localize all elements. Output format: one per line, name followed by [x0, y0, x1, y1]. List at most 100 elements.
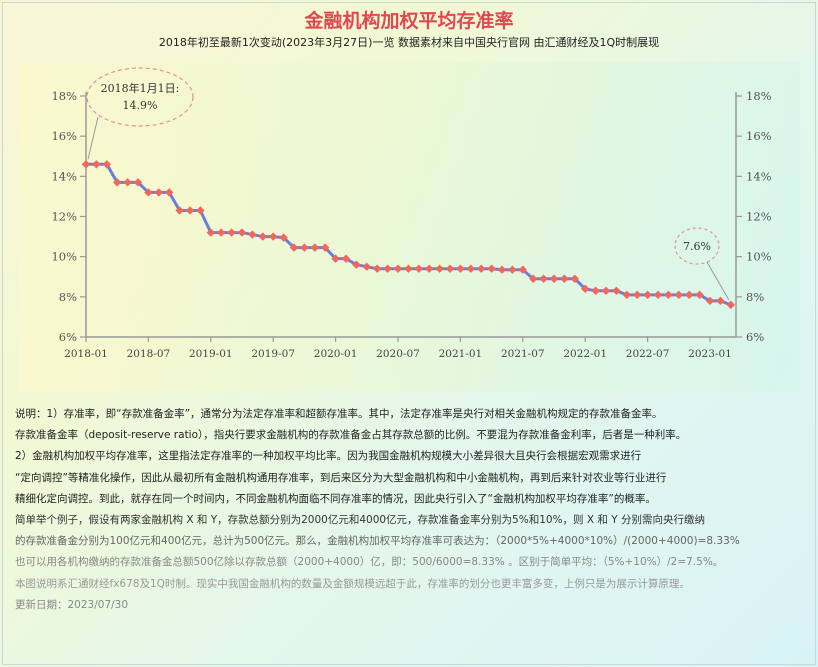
data-point: [196, 206, 205, 215]
data-point: [279, 233, 288, 242]
annotation-end-value: 7.6%: [683, 240, 711, 253]
annotation-start-date: 2018年1月1日:: [101, 81, 180, 95]
data-point: [331, 254, 340, 263]
data-point: [133, 178, 143, 187]
data-point: [102, 160, 111, 169]
data-point: [289, 243, 299, 252]
data-point: [248, 230, 257, 239]
x-tick-label: 2023-01: [688, 348, 732, 360]
chart-title: 金融机构加权平均存准率: [304, 10, 514, 32]
note-line: 简单举个例子，假设有两家金融机构 X 和 Y，存款总额分别为2000亿元和400…: [15, 514, 706, 527]
y-tick-label-left: 8%: [59, 290, 77, 304]
data-point: [445, 264, 455, 273]
annotation-ellipse-end: [674, 227, 720, 265]
data-point: [237, 228, 247, 237]
data-point: [456, 264, 465, 273]
x-tick-label: 2018-07: [127, 348, 171, 360]
data-point: [705, 296, 715, 306]
explanation-notes: 说明：1）存准率，即“存款准备金率”，通常分为法定存准率和超额存准率。其中，法定…: [15, 404, 805, 616]
data-point: [92, 160, 101, 169]
data-point: [185, 206, 195, 215]
chart-subtitle: 2018年初至最新1次变动(2023年3月27日)一览 数据素材来自中国央行官网…: [158, 36, 660, 49]
data-point: [165, 188, 174, 197]
data-point: [664, 290, 673, 300]
data-point: [269, 232, 278, 241]
annotation-ellipse-start: [86, 67, 194, 127]
data-point: [393, 264, 403, 273]
x-tick-label: 2021-01: [439, 348, 483, 360]
data-point: [622, 290, 631, 300]
data-point: [81, 160, 91, 169]
annotation-pointer-start: [87, 116, 99, 160]
data-point: [612, 286, 621, 296]
y-tick-label-right: 18%: [746, 89, 772, 103]
note-line: 精细化定向调控。到此，就存在同一个时间内，不同金融机构面临不同存准率的情况，因此…: [15, 492, 656, 505]
rate-line-chart: 6% 6% 8% 8% 10% 10% 12% 12% 14% 14% 16% 16% 18% 18% 20…: [51, 67, 772, 360]
data-point: [404, 264, 413, 273]
data-point: [674, 290, 683, 300]
y-tick-label-left: 6%: [59, 330, 77, 344]
data-point: [258, 232, 267, 241]
data-point: [466, 264, 475, 273]
y-tick-label-right: 12%: [746, 210, 772, 224]
data-point: [362, 262, 371, 271]
y-tick-label-right: 8%: [746, 290, 764, 304]
y-tick-label-right: 16%: [746, 129, 772, 143]
x-tick-label: 2019-01: [189, 348, 233, 360]
data-point: [695, 290, 704, 300]
data-point: [518, 265, 527, 274]
data-point: [643, 290, 652, 300]
data-point: [549, 274, 559, 283]
annotation-pointer-end: [706, 261, 730, 301]
x-tick-label: 2022-01: [563, 348, 607, 360]
data-point: [227, 228, 236, 237]
data-point: [373, 264, 382, 273]
x-tick-label: 2021-07: [501, 348, 545, 360]
data-point: [601, 286, 611, 296]
data-point: [300, 243, 309, 252]
note-line: 2）金融机构加权平均存准率，这里指法定存准率的一种加权平均比率。因为我国金融机构…: [15, 450, 642, 463]
data-point: [560, 274, 569, 283]
data-point: [425, 264, 434, 273]
y-tick-label-left: 16%: [51, 129, 77, 143]
note-line: 说明：1）存准率，即“存款准备金率”，通常分为法定存准率和超额存准率。其中，法定…: [15, 408, 663, 420]
data-point: [217, 228, 226, 237]
data-point: [435, 264, 444, 273]
y-tick-label-left: 10%: [51, 250, 77, 264]
data-point: [383, 264, 392, 273]
data-point: [529, 274, 538, 283]
data-point: [685, 290, 694, 300]
x-tick-label: 2022-07: [626, 348, 670, 360]
data-point: [414, 264, 423, 273]
data-point: [477, 264, 486, 273]
note-line: 也可以用各机构缴纳的存款准备金总额500亿除以存款总额（2000+4000）亿，…: [15, 556, 724, 569]
data-point: [726, 300, 735, 310]
data-point: [570, 274, 579, 283]
data-point: [487, 264, 496, 273]
y-tick-label-right: 10%: [746, 250, 772, 264]
data-point: [113, 178, 122, 187]
x-tick-label: 2019-07: [251, 348, 295, 360]
data-point: [123, 178, 132, 187]
x-tick-label: 2018-01: [64, 348, 108, 360]
note-line: 本图说明系汇通财经fx678及1Q时制。现实中我国金融机构的数量及金额规模远超于…: [15, 577, 690, 590]
data-point: [716, 296, 725, 306]
data-point: [653, 290, 663, 300]
note-line: 存款准备金率（deposit-reserve ratio），指央行要求金融机构的…: [15, 429, 687, 442]
y-tick-label-right: 6%: [746, 330, 764, 344]
data-point: [508, 265, 517, 274]
note-line: “定向调控”等精准化操作，因此从最初所有金融机构通用存准率，到后来区分为大型金融…: [15, 471, 667, 484]
data-point: [310, 243, 319, 252]
y-tick-label-left: 18%: [51, 89, 77, 103]
annotation-start-value: 14.9%: [123, 99, 158, 112]
data-point: [321, 243, 330, 252]
data-point: [352, 260, 361, 269]
x-tick-label: 2020-01: [314, 348, 358, 360]
data-point: [539, 274, 548, 283]
y-tick-label-left: 12%: [51, 210, 77, 224]
data-point: [206, 228, 215, 237]
data-point: [591, 286, 600, 296]
data-point: [581, 284, 590, 293]
y-tick-label-left: 14%: [51, 169, 77, 183]
